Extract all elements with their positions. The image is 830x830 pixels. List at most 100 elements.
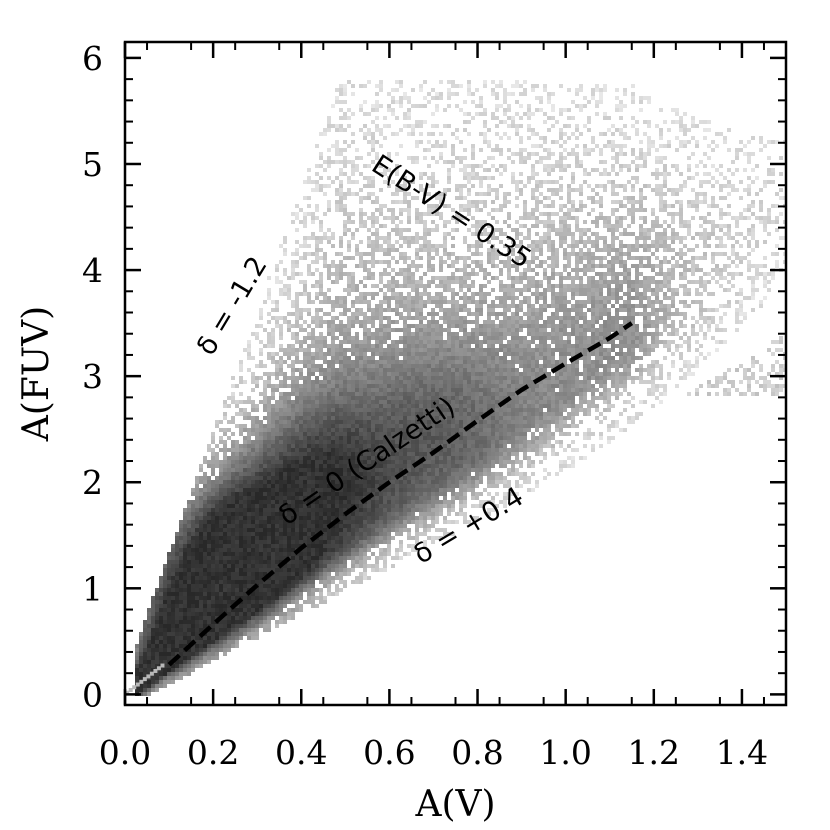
density-cell	[223, 536, 227, 540]
density-cell	[339, 424, 343, 428]
density-cell	[159, 640, 163, 644]
density-cell	[215, 520, 219, 524]
density-cell	[415, 268, 419, 272]
density-cell	[395, 344, 399, 348]
density-cell	[163, 580, 167, 584]
density-cell	[375, 444, 379, 448]
density-cell	[367, 444, 371, 448]
density-cell	[379, 132, 383, 136]
density-cell	[219, 460, 223, 464]
density-cell	[211, 520, 215, 524]
density-cell	[223, 548, 227, 552]
density-cell	[251, 540, 255, 544]
density-cell	[243, 564, 247, 568]
density-cell	[295, 512, 299, 516]
density-cell	[303, 460, 307, 464]
density-cell	[323, 256, 327, 260]
density-cell	[407, 204, 411, 208]
density-cell	[407, 444, 411, 448]
density-cell	[239, 464, 243, 468]
density-cell	[283, 536, 287, 540]
density-cell	[363, 336, 367, 340]
density-cell	[303, 284, 307, 288]
density-cell	[255, 472, 259, 476]
density-cell	[271, 328, 275, 332]
density-cell	[327, 300, 331, 304]
density-cell	[343, 296, 347, 300]
density-cell	[367, 216, 371, 220]
density-cell	[395, 400, 399, 404]
density-cell	[263, 396, 267, 400]
density-cell	[251, 608, 255, 612]
density-cell	[415, 504, 419, 508]
density-cell	[179, 596, 183, 600]
density-cell	[423, 444, 427, 448]
density-cell	[275, 424, 279, 428]
density-cell	[287, 616, 291, 620]
density-cell	[403, 308, 407, 312]
density-cell	[359, 300, 363, 304]
density-cell	[411, 476, 415, 480]
density-cell	[151, 636, 155, 640]
density-cell	[235, 504, 239, 508]
density-cell	[303, 480, 307, 484]
density-cell	[163, 608, 167, 612]
density-cell	[275, 452, 279, 456]
density-cell	[167, 600, 171, 604]
density-cell	[343, 516, 347, 520]
density-cell	[199, 644, 203, 648]
density-cell	[163, 604, 167, 608]
density-cell	[371, 416, 375, 420]
density-cell	[187, 524, 191, 528]
density-cell	[135, 668, 139, 672]
density-cell	[331, 344, 335, 348]
density-cell	[311, 388, 315, 392]
density-cell	[391, 456, 395, 460]
density-cell	[199, 568, 203, 572]
density-cell	[351, 544, 355, 548]
density-cell	[259, 456, 263, 460]
density-cell	[283, 428, 287, 432]
density-cell	[355, 540, 359, 544]
density-cell	[291, 600, 295, 604]
density-cell	[203, 460, 207, 464]
density-cell	[387, 184, 391, 188]
density-cell	[419, 236, 423, 240]
density-cell	[399, 480, 403, 484]
density-cell	[331, 544, 335, 548]
density-cell	[407, 536, 411, 540]
density-cell	[351, 424, 355, 428]
density-cell	[335, 460, 339, 464]
density-cell	[255, 568, 259, 572]
density-cell	[431, 484, 435, 488]
density-cell	[371, 144, 375, 148]
density-cell	[239, 376, 243, 380]
density-cell	[275, 264, 279, 268]
density-cell	[331, 264, 335, 268]
density-cell	[307, 420, 311, 424]
density-cell	[351, 352, 355, 356]
density-cell	[427, 360, 431, 364]
density-cell	[151, 656, 155, 660]
density-cell	[415, 304, 419, 308]
density-cell	[339, 500, 343, 504]
density-cell	[379, 416, 383, 420]
density-cell	[383, 524, 387, 528]
density-cell	[311, 216, 315, 220]
density-cell	[291, 440, 295, 444]
density-cell	[311, 440, 315, 444]
density-cell	[291, 580, 295, 584]
density-cell	[383, 384, 387, 388]
density-cell	[291, 544, 295, 548]
density-cell	[335, 496, 339, 500]
density-cell	[239, 360, 243, 364]
density-cell	[203, 492, 207, 496]
density-cell	[403, 360, 407, 364]
density-cell	[275, 608, 279, 612]
density-cell	[311, 368, 315, 372]
density-cell	[303, 196, 307, 200]
density-cell	[291, 456, 295, 460]
density-cell	[331, 316, 335, 320]
density-cell	[323, 428, 327, 432]
density-cell	[407, 432, 411, 436]
